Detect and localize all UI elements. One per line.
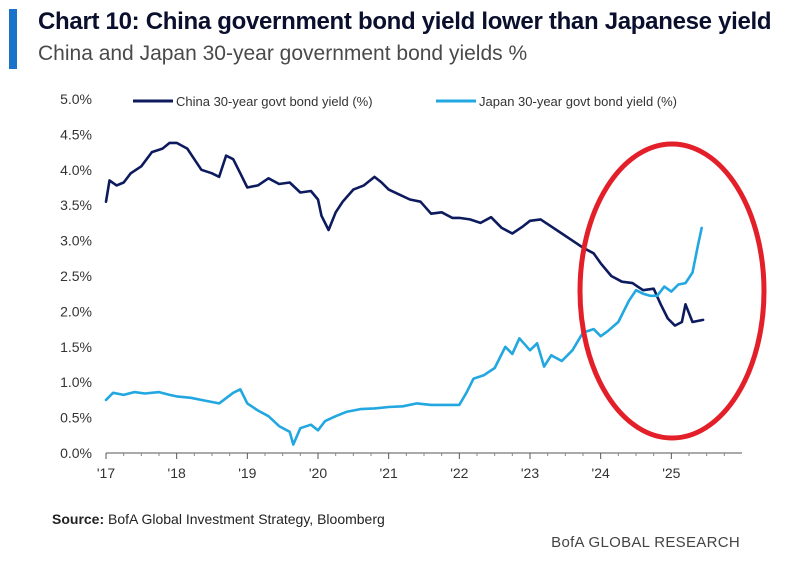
chart-subtitle: China and Japan 30-year government bond … bbox=[38, 42, 528, 65]
x-axis: '17 '18 '19 '20 '21 '22 '23 '24 '25 bbox=[97, 452, 742, 481]
y-tick-label: 3.0% bbox=[60, 233, 92, 249]
y-tick-label: 3.5% bbox=[60, 197, 92, 213]
highlight-ellipse bbox=[577, 141, 767, 441]
x-tick-label: '24 bbox=[592, 465, 610, 481]
x-tick-label: '20 bbox=[309, 465, 327, 481]
y-tick-label: 4.0% bbox=[60, 162, 92, 178]
x-tick-label: '19 bbox=[238, 465, 256, 481]
y-tick-label: 0.5% bbox=[60, 410, 92, 426]
china-series-line bbox=[104, 141, 705, 327]
x-tick-label: '23 bbox=[521, 465, 539, 481]
legend-japan-label: Japan 30-year govt bond yield (%) bbox=[479, 94, 677, 109]
legend: China 30-year govt bond yield (%) Japan 3… bbox=[133, 94, 677, 109]
source-note: Source: BofA Global Investment Strategy,… bbox=[52, 511, 385, 527]
chart-title: Chart 10: China government bond yield lo… bbox=[38, 8, 772, 35]
line-chart: 0.0% 0.5% 1.0% 1.5% 2.0% 2.5% 3.0% 3.5% 4.0% 4.5%… bbox=[60, 91, 767, 481]
x-tick-label: '21 bbox=[380, 465, 398, 481]
y-tick-label: 4.5% bbox=[60, 126, 92, 142]
y-tick-label: 0.0% bbox=[60, 445, 92, 461]
y-tick-label: 2.0% bbox=[60, 303, 92, 319]
japan-series-line bbox=[104, 226, 703, 446]
y-tick-label: 2.5% bbox=[60, 268, 92, 284]
y-axis: 0.0% 0.5% 1.0% 1.5% 2.0% 2.5% 3.0% 3.5% 4.0% 4.5%… bbox=[60, 91, 92, 461]
y-tick-label: 1.0% bbox=[60, 374, 92, 390]
brand-label: BofA GLOBAL RESEARCH bbox=[551, 534, 740, 551]
accent-bar bbox=[9, 9, 17, 69]
source-text: BofA Global Investment Strategy, Bloombe… bbox=[104, 511, 385, 527]
x-tick-label: '22 bbox=[450, 465, 468, 481]
source-label: Source: bbox=[52, 511, 105, 527]
y-tick-label: 5.0% bbox=[60, 91, 92, 107]
x-tick-label: '25 bbox=[662, 465, 680, 481]
x-tick-label: '17 bbox=[97, 465, 115, 481]
series-group bbox=[104, 141, 705, 446]
legend-china-label: China 30-year govt bond yield (%) bbox=[176, 94, 373, 109]
y-tick-label: 1.5% bbox=[60, 339, 92, 355]
x-tick-label: '18 bbox=[168, 465, 186, 481]
